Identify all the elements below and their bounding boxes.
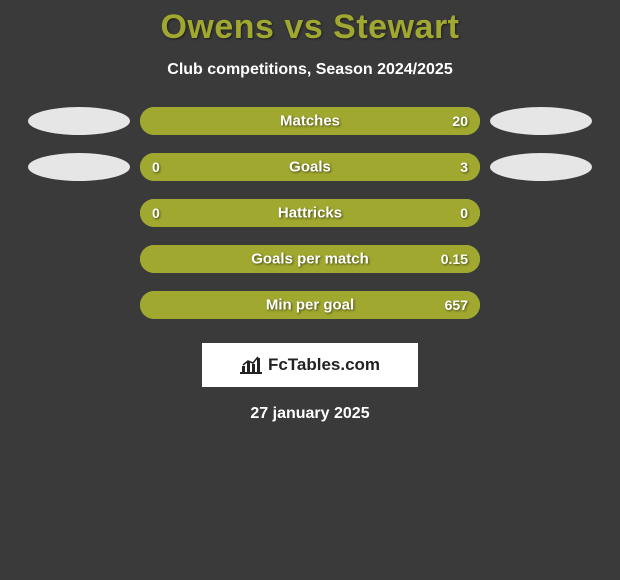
stat-bar-matches: Matches 20 xyxy=(140,107,480,135)
stat-value-left: 0 xyxy=(152,159,160,175)
stat-row: Goals per match 0.15 xyxy=(0,245,620,273)
player-right-ellipse xyxy=(490,153,592,181)
stat-bar-goals: 0 Goals 3 xyxy=(140,153,480,181)
stat-bar-gpm: Goals per match 0.15 xyxy=(140,245,480,273)
stat-rows: Matches 20 0 Goals 3 0 xyxy=(0,107,620,319)
stat-label: Min per goal xyxy=(266,297,354,314)
brand-badge: FcTables.com xyxy=(202,343,418,387)
comparison-card: Owens vs Stewart Club competitions, Seas… xyxy=(0,0,620,423)
page-subtitle: Club competitions, Season 2024/2025 xyxy=(167,61,452,79)
bar-fill xyxy=(201,153,480,181)
stat-label: Goals xyxy=(289,159,331,176)
stat-value-right: 0.15 xyxy=(441,251,468,267)
player-left-ellipse xyxy=(28,107,130,135)
stat-label: Hattricks xyxy=(278,205,342,222)
stat-label: Matches xyxy=(280,113,340,130)
stat-label: Goals per match xyxy=(251,251,369,268)
player-left-ellipse xyxy=(28,153,130,181)
stat-bar-mpg: Min per goal 657 xyxy=(140,291,480,319)
stat-value-right: 20 xyxy=(452,113,468,129)
bar-fill xyxy=(140,153,201,181)
date-label: 27 january 2025 xyxy=(250,405,369,423)
stat-value-right: 0 xyxy=(460,205,468,221)
stat-row: Matches 20 xyxy=(0,107,620,135)
stat-row: Min per goal 657 xyxy=(0,291,620,319)
stat-value-right: 657 xyxy=(445,297,468,313)
brand-text: FcTables.com xyxy=(268,355,380,375)
bar-chart-icon xyxy=(240,356,262,374)
stat-value-right: 3 xyxy=(460,159,468,175)
stat-bar-hattricks: 0 Hattricks 0 xyxy=(140,199,480,227)
stat-value-left: 0 xyxy=(152,205,160,221)
player-right-ellipse xyxy=(490,107,592,135)
page-title: Owens vs Stewart xyxy=(160,8,459,47)
stat-row: 0 Goals 3 xyxy=(0,153,620,181)
stat-row: 0 Hattricks 0 xyxy=(0,199,620,227)
